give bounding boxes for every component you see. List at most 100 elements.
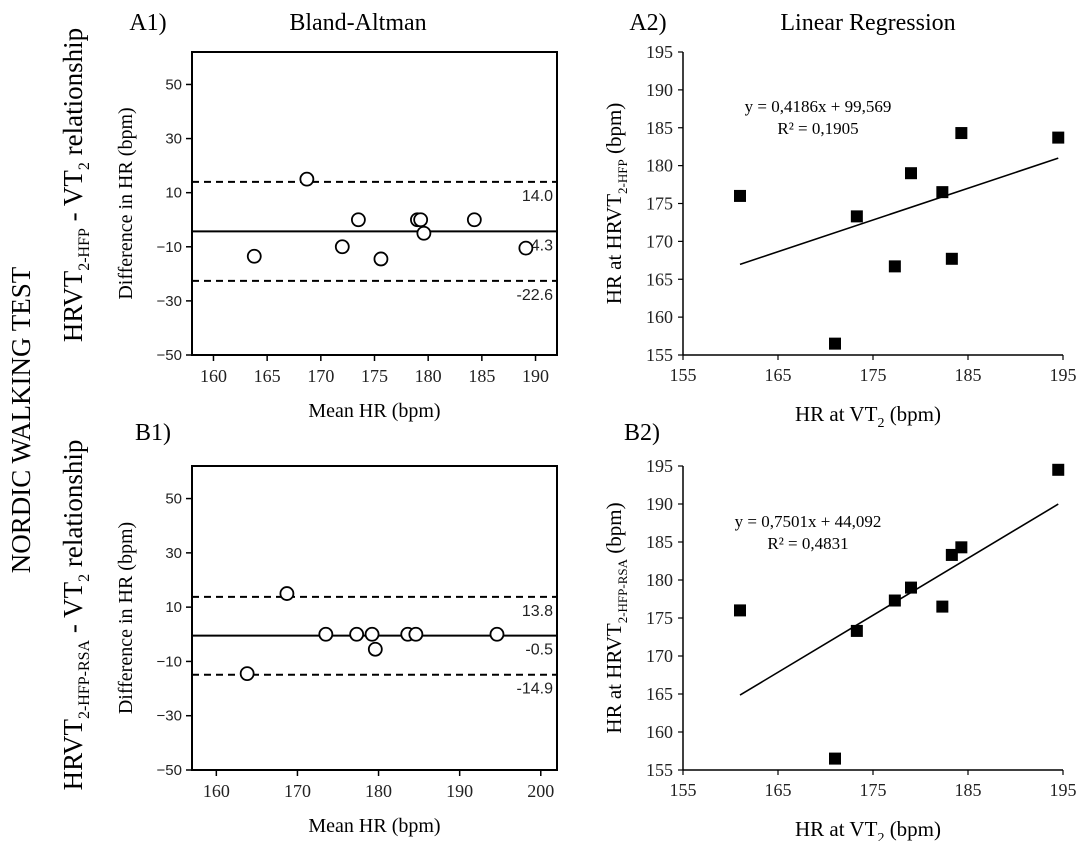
data-point (350, 212, 366, 228)
x-axis-label-main: HR at VT (795, 817, 878, 841)
y-tick-label: 185 (646, 532, 673, 552)
data-point (734, 189, 746, 202)
y-tick-label: 180 (646, 570, 673, 590)
data-point (955, 541, 968, 554)
y-axis-label: Difference in HR (bpm) (115, 107, 137, 299)
r-squared-label: R² = 0,1905 (777, 119, 858, 138)
x-tick-label: 165 (765, 365, 792, 385)
y-axis-label-unit: (bpm) (602, 103, 626, 160)
x-tick-label: 175 (361, 366, 388, 386)
data-point (829, 752, 841, 765)
data-point (349, 626, 365, 642)
data-point (905, 581, 917, 594)
x-axis-label-main: HR at VT (795, 402, 878, 426)
x-axis-label-subscript: 2 (877, 416, 884, 431)
y-tick-label: 195 (646, 42, 673, 62)
data-point (1052, 463, 1065, 476)
y-tick-label: −10 (157, 653, 182, 670)
y-tick-label: 170 (646, 231, 673, 251)
y-tick-label: −30 (157, 293, 182, 310)
panel-b1-bland-altman: B1) −50 −30 −10 10 30 50 160 170 180 190 200 13.8 -0.… (115, 420, 558, 837)
y-tick-label: 175 (646, 194, 673, 214)
y-tick-label: 155 (646, 345, 673, 365)
y-tick-label: 160 (646, 307, 673, 327)
y-tick-label: 30 (165, 131, 182, 148)
x-tick-label: 155 (670, 365, 697, 385)
x-tick-label: 190 (446, 781, 473, 801)
data-point (945, 252, 958, 265)
y-axis-label-subscript: 2-HFP-RSA (615, 558, 630, 623)
data-point (413, 212, 429, 228)
x-axis-label: HR at VT2 (bpm) (795, 817, 941, 841)
x-tick-label: 165 (765, 780, 792, 800)
y-axis-label: HR at HRVT2-HFP-RSA (bpm) (602, 502, 630, 733)
x-axis-label-subscript: 2 (877, 831, 884, 841)
y-tick-label: 185 (646, 118, 673, 138)
x-tick-label: 165 (254, 366, 281, 386)
y-tick-label: 10 (165, 599, 182, 616)
data-point (279, 586, 295, 601)
regression-equation: y = 0,4186x + 99,569 (745, 97, 892, 116)
y-axis-label: Difference in HR (bpm) (115, 522, 137, 714)
panel-a1-bland-altman: A1) −50 −30 −10 10 30 50 160 165 170 175 180 185 190 1… (115, 10, 558, 422)
y-axis-label-main: HR at HRVT (602, 623, 626, 733)
y-tick-label: 155 (646, 760, 673, 780)
x-axis-label-unit: (bpm) (884, 817, 941, 841)
side-title: NORDIC WALKING TEST (6, 266, 36, 573)
y-tick-label: 170 (646, 646, 673, 666)
x-tick-label: 185 (468, 366, 495, 386)
data-point (850, 624, 863, 637)
x-tick-label: 185 (955, 780, 982, 800)
data-point (850, 210, 863, 223)
data-point (367, 641, 383, 657)
y-tick-label: −50 (157, 347, 182, 364)
y-tick-label: −10 (157, 239, 182, 256)
panel-label: B1) (135, 420, 171, 446)
data-point (489, 626, 505, 642)
x-tick-label: 190 (522, 366, 549, 386)
y-axis-label-subscript: 2-HFP (615, 159, 630, 194)
x-axis-label: Mean HR (bpm) (308, 815, 440, 837)
y-tick-label: 195 (646, 456, 673, 476)
y-tick-label: 50 (165, 76, 182, 93)
limit-of-agreement-line-label: -22.6 (517, 287, 554, 304)
x-tick-label: 195 (1050, 780, 1077, 800)
x-axis-label: Mean HR (bpm) (308, 400, 440, 422)
trendline (739, 157, 1059, 266)
y-tick-label: 165 (646, 269, 673, 289)
y-tick-label: −30 (157, 708, 182, 725)
data-point (945, 548, 958, 561)
data-point (888, 260, 901, 273)
y-tick-label: 175 (646, 608, 673, 628)
x-tick-label: 180 (365, 781, 392, 801)
regression-equation: y = 0,7501x + 44,092 (735, 512, 882, 531)
data-point (466, 212, 482, 228)
panel-a2-linear-regression: A2) 155 160 165 170 175 180 185 190 195 155 165 175 1… (602, 10, 1077, 431)
limit-of-agreement-line-label: 13.8 (522, 603, 553, 620)
row-label-b: HRVT2-HFP-RSA - VT2 relationship (58, 440, 93, 791)
y-tick-label: 165 (646, 684, 673, 704)
data-point (734, 604, 746, 617)
y-tick-label: 160 (646, 722, 673, 742)
x-tick-label: 180 (415, 366, 442, 386)
data-point (936, 186, 949, 199)
mean-difference-line-label: -0.5 (525, 642, 553, 659)
y-tick-label: 190 (646, 494, 673, 514)
x-tick-label: 185 (955, 365, 982, 385)
x-tick-label: 175 (860, 780, 887, 800)
data-point (246, 248, 262, 264)
y-tick-label: −50 (157, 762, 182, 779)
data-point (416, 225, 432, 241)
limit-of-agreement-line-label: -14.9 (517, 681, 554, 698)
x-tick-label: 195 (1050, 365, 1077, 385)
data-point (888, 594, 901, 607)
panel-label: A1) (129, 10, 166, 36)
limit-of-agreement-line-label: 14.0 (522, 188, 553, 205)
y-tick-label: 50 (165, 491, 182, 508)
y-tick-label: 30 (165, 545, 182, 562)
data-point (408, 626, 424, 642)
data-point (299, 171, 315, 187)
row-label-a: HRVT2-HFP - VT2 relationship (58, 28, 93, 342)
y-tick-label: 180 (646, 156, 673, 176)
x-tick-label: 170 (307, 366, 334, 386)
